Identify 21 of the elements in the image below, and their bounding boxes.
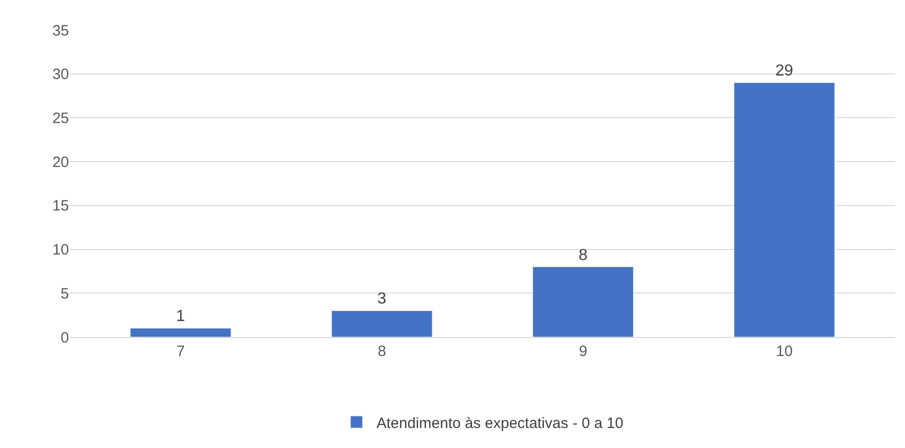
legend-label: Atendimento às expectativas - 0 a 10	[376, 414, 624, 432]
data-label: 29	[775, 62, 794, 80]
data-label: 3	[377, 290, 386, 308]
x-tick-label: 7	[176, 343, 185, 360]
x-tick-label: 10	[776, 343, 793, 360]
bar	[331, 310, 432, 337]
y-tick-label: 25	[52, 110, 69, 127]
y-tick-label: 15	[52, 198, 69, 215]
y-tick-label: 5	[60, 285, 69, 302]
bar	[130, 328, 232, 337]
y-tick-label: 0	[60, 329, 69, 346]
x-tick-label: 8	[378, 343, 386, 360]
data-label: 8	[578, 246, 588, 264]
data-label: 1	[176, 308, 186, 326]
y-tick-label: 10	[52, 242, 69, 259]
bar	[532, 266, 634, 337]
x-tick-label: 9	[578, 343, 588, 360]
y-tick-label: 20	[52, 154, 69, 171]
y-tick-label: 30	[52, 66, 69, 84]
bar	[734, 82, 835, 337]
y-tick-label: 35	[52, 22, 69, 40]
